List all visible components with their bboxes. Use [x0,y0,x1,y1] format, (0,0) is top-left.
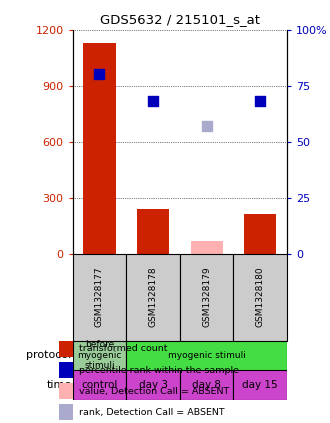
Bar [180,370,234,400]
Bar [59,383,73,399]
Text: day 15: day 15 [243,380,278,390]
Point [150,98,156,105]
Bar [234,370,287,400]
Text: GSM1328177: GSM1328177 [95,267,104,327]
Point [97,71,102,78]
Text: transformed count: transformed count [79,344,168,354]
Bar [59,341,73,357]
Text: before
myogenic
stimuli: before myogenic stimuli [77,341,121,370]
Title: GDS5632 / 215101_s_at: GDS5632 / 215101_s_at [100,13,260,26]
Bar [126,370,180,400]
Bar [73,370,126,400]
Bar [234,254,287,341]
Bar [180,254,234,341]
Bar [83,43,115,254]
Text: day 3: day 3 [139,380,168,390]
Point [204,123,209,129]
Bar [126,341,287,370]
Text: day 8: day 8 [192,380,221,390]
Bar [137,209,169,254]
Bar [191,241,223,254]
Text: value, Detection Call = ABSENT: value, Detection Call = ABSENT [79,387,229,396]
Bar [73,254,126,341]
Text: control: control [81,380,117,390]
Text: time: time [46,380,72,390]
Bar [59,362,73,378]
Text: myogenic stimuli: myogenic stimuli [168,351,246,360]
Bar [73,341,126,370]
Text: rank, Detection Call = ABSENT: rank, Detection Call = ABSENT [79,408,225,417]
Bar [59,404,73,420]
Point [258,98,263,105]
Text: GSM1328179: GSM1328179 [202,267,211,327]
Text: GSM1328180: GSM1328180 [256,267,265,327]
Text: protocol: protocol [26,350,72,360]
Text: percentile rank within the sample: percentile rank within the sample [79,365,239,375]
Bar [244,214,277,254]
Text: GSM1328178: GSM1328178 [148,267,157,327]
Bar [126,254,180,341]
